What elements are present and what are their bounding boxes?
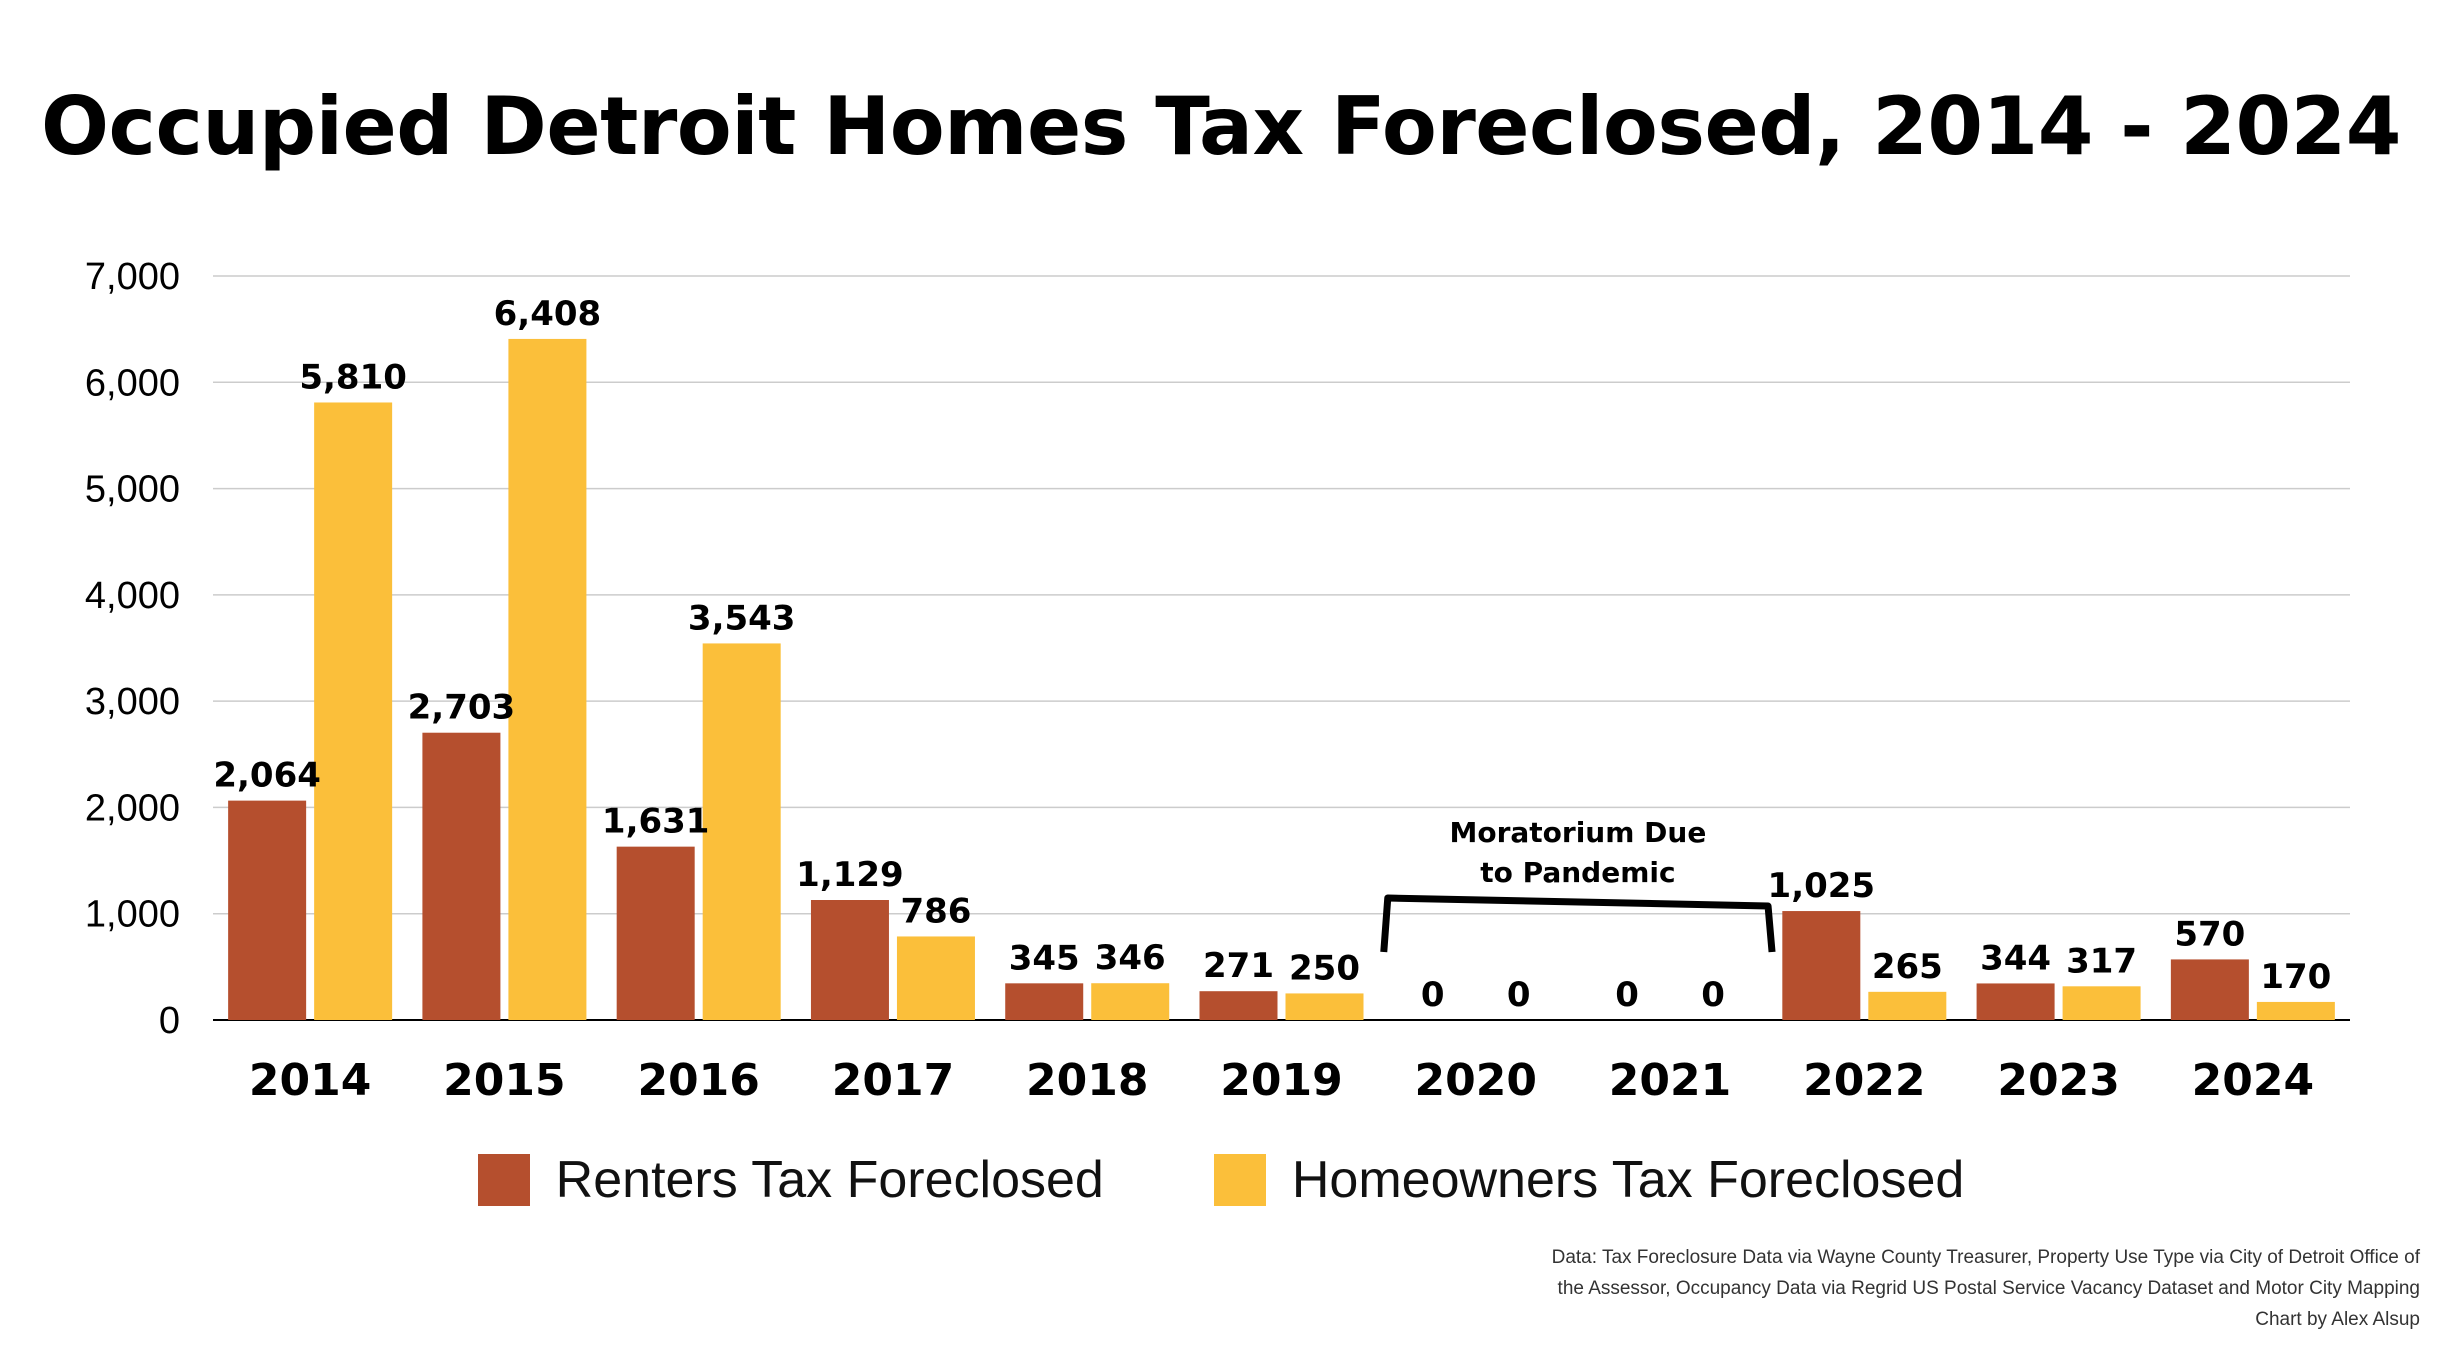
data-label-homeowners: 0 — [1701, 975, 1725, 1015]
data-label-homeowners: 346 — [1095, 938, 1166, 978]
x-tick-label: 2018 — [1026, 1055, 1148, 1106]
y-tick-label: 1,000 — [85, 894, 180, 936]
x-axis-ticks: 2014 2015 2016 2017 2018 2019 2020 2021 2022 2023… — [249, 1055, 2314, 1106]
bar-homeowners — [1285, 993, 1364, 1020]
data-label-homeowners: 3,543 — [688, 598, 796, 638]
legend-item-renters: Renters Tax Foreclosed — [477, 1150, 1104, 1210]
bar-homeowners — [314, 402, 393, 1021]
data-label-renters: 570 — [2174, 914, 2245, 954]
bar-renters — [616, 846, 695, 1020]
annotation-text: Moratorium Due — [1449, 816, 1706, 849]
bar-homeowners — [1868, 991, 1947, 1020]
y-axis-ticks: 0 1,000 2,000 3,000 4,000 5,000 6,000 7,000 — [85, 256, 180, 1042]
legend-label-renters: Renters Tax Foreclosed — [555, 1151, 1104, 1209]
annotation-text: to Pandemic — [1480, 856, 1675, 889]
data-label-homeowners: 6,408 — [494, 294, 602, 334]
chart-title: Occupied Detroit Homes Tax Foreclosed, 2… — [41, 80, 2401, 173]
legend-label-homeowners: Homeowners Tax Foreclosed — [1291, 1151, 1965, 1209]
x-tick-label: 2023 — [1997, 1055, 2119, 1106]
data-label-renters: 1,631 — [602, 802, 710, 842]
data-label-renters: 344 — [1980, 938, 2051, 978]
data-label-renters: 271 — [1203, 946, 1274, 986]
source-line-3: Chart by Alex Alsup — [2255, 1309, 2420, 1330]
data-label-renters: 1,129 — [796, 855, 904, 895]
bar-renters — [1005, 983, 1084, 1020]
y-tick-label: 0 — [159, 1000, 180, 1042]
bar-renters — [2170, 959, 2249, 1020]
legend-swatch-renters — [477, 1154, 530, 1206]
y-tick-label: 5,000 — [85, 469, 180, 511]
source-line-2: the Assessor, Occupancy Data via Regrid … — [1557, 1278, 2420, 1299]
data-label-renters: 345 — [1009, 938, 1080, 978]
legend-item-homeowners: Homeowners Tax Foreclosed — [1213, 1150, 1965, 1210]
x-tick-label: 2016 — [637, 1055, 759, 1106]
data-label-homeowners: 5,810 — [299, 357, 407, 397]
bar-homeowners — [1091, 983, 1170, 1020]
bars — [228, 338, 2335, 1021]
x-tick-label: 2020 — [1415, 1055, 1537, 1106]
bar-homeowners — [2062, 986, 2141, 1020]
bar-homeowners — [702, 643, 781, 1020]
data-label-homeowners: 317 — [2066, 941, 2137, 981]
x-tick-label: 2017 — [832, 1055, 954, 1106]
bar-homeowners — [896, 936, 975, 1020]
bar-renters — [1782, 911, 1861, 1020]
y-tick-label: 6,000 — [85, 362, 180, 404]
bar-homeowners — [508, 338, 587, 1020]
x-tick-label: 2014 — [249, 1055, 371, 1106]
x-tick-label: 2021 — [1609, 1055, 1731, 1106]
data-label-homeowners: 0 — [1507, 975, 1531, 1015]
bar-renters — [422, 732, 501, 1020]
legend-swatch-homeowners — [1213, 1154, 1266, 1206]
bar-renters — [228, 800, 307, 1020]
legend: Renters Tax Foreclosed Homeowners Tax Fo… — [0, 1150, 2442, 1210]
data-label-homeowners: 265 — [1872, 947, 1943, 987]
data-label-homeowners: 250 — [1289, 948, 1360, 988]
y-tick-label: 3,000 — [85, 681, 180, 723]
bar-homeowners — [2256, 1001, 2335, 1020]
data-label-renters: 0 — [1615, 975, 1639, 1015]
data-label-homeowners: 786 — [900, 891, 971, 931]
data-label-renters: 2,064 — [213, 756, 321, 796]
x-tick-label: 2019 — [1220, 1055, 1342, 1106]
y-tick-label: 4,000 — [85, 575, 180, 617]
source-note: Data: Tax Foreclosure Data via Wayne Cou… — [1420, 1242, 2420, 1335]
data-label-homeowners: 170 — [2260, 957, 2331, 997]
data-label-renters: 1,025 — [1768, 866, 1876, 906]
source-line-1: Data: Tax Foreclosure Data via Wayne Cou… — [1551, 1247, 2420, 1268]
bar-renters — [1199, 991, 1278, 1020]
moratorium-annotation: Moratorium Due to Pandemic — [1380, 816, 1776, 953]
moratorium-bracket — [1380, 894, 1776, 953]
bar-renters — [810, 900, 889, 1020]
y-tick-label: 2,000 — [85, 787, 180, 829]
x-tick-label: 2015 — [443, 1055, 565, 1106]
x-tick-label: 2022 — [1803, 1055, 1925, 1106]
x-tick-label: 2024 — [2192, 1055, 2314, 1106]
data-label-renters: 0 — [1421, 975, 1445, 1015]
y-tick-label: 7,000 — [85, 256, 180, 298]
bar-renters — [1976, 983, 2055, 1020]
data-label-renters: 2,703 — [408, 688, 516, 728]
